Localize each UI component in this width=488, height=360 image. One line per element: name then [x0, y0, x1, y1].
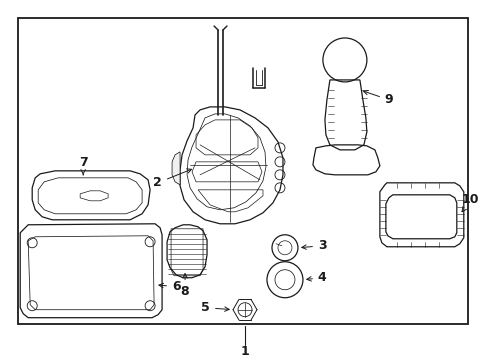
- Text: 8: 8: [181, 274, 189, 298]
- Text: 9: 9: [363, 90, 393, 107]
- Polygon shape: [172, 152, 180, 185]
- Bar: [18, 18, 467, 324]
- Text: 3: 3: [301, 239, 326, 252]
- Text: 6: 6: [159, 280, 181, 293]
- Text: 2: 2: [153, 169, 191, 189]
- Text: 4: 4: [306, 271, 326, 284]
- Text: 7: 7: [79, 156, 87, 175]
- Text: 10: 10: [461, 193, 478, 212]
- Text: 1: 1: [240, 345, 249, 358]
- Text: 5: 5: [201, 301, 229, 314]
